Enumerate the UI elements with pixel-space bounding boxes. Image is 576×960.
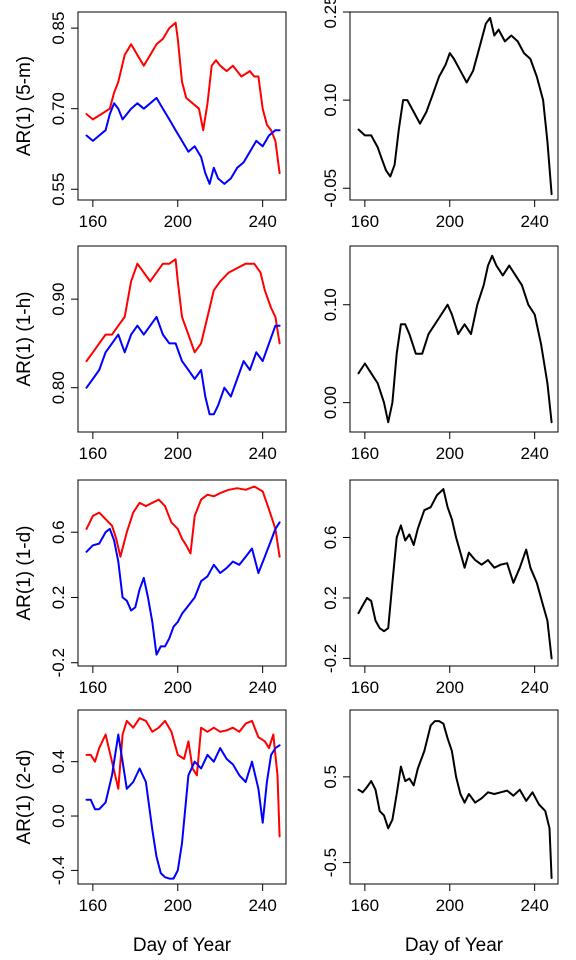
y-tick-label: 0.2 (321, 586, 340, 610)
x-tick-label: 160 (79, 896, 107, 915)
y-tick-label: 0.0 (49, 804, 68, 828)
y-tick-label: 0.10 (321, 84, 340, 117)
series-line-1 (85, 485, 281, 558)
y-tick-label: -0.2 (321, 644, 340, 673)
x-axis-title: Day of Year (133, 935, 232, 956)
x-tick-label: 240 (248, 212, 276, 231)
y-tick-label: 0.6 (49, 520, 68, 544)
y-tick-label: -0.5 (321, 848, 340, 877)
series-line-1 (357, 720, 553, 879)
x-tick-label: 240 (248, 896, 276, 915)
plot-frame (349, 11, 559, 201)
y-tick-label: 0.6 (321, 526, 340, 550)
x-tick-label: 200 (436, 678, 464, 697)
series-line-1 (85, 21, 281, 175)
y-axis-title: AR(1) (5-m) (14, 56, 35, 156)
x-tick-label: 240 (248, 444, 276, 463)
plot-frame (349, 479, 559, 667)
y-tick-label: 0.80 (49, 371, 68, 404)
y-tick-label: 0.70 (49, 92, 68, 125)
chart-panel-6: 160 200 240 -0.2 0.2 0.6 (321, 479, 559, 697)
x-tick-label: 160 (79, 678, 107, 697)
series-line-1 (85, 717, 281, 838)
x-axis-title: Day of Year (405, 935, 504, 956)
x-tick-label: 200 (436, 444, 464, 463)
chart-panel-1: 160 200 240 0.55 0.70 0.85 AR(1) (5-m) (14, 11, 287, 231)
series-line-2 (85, 521, 281, 656)
x-tick-label: 160 (351, 678, 379, 697)
y-tick-label: 0.00 (321, 386, 340, 419)
x-tick-label: 200 (164, 896, 192, 915)
chart-panel-8: 160 200 240 -0.5 0.5 Day of Year (321, 709, 559, 956)
plot-frame (77, 709, 287, 885)
y-tick-label: 0.85 (49, 12, 68, 45)
series-line-2 (85, 96, 281, 185)
plot-frame (77, 245, 287, 433)
plot-frame (349, 245, 559, 433)
y-axis-title: AR(1) (1-h) (14, 291, 35, 386)
y-tick-label: -0.05 (321, 169, 340, 208)
y-axis-title: AR(1) (2-d) (14, 749, 35, 844)
x-tick-label: 240 (520, 212, 548, 231)
plot-frame (77, 11, 287, 201)
y-axis-title: AR(1) (1-d) (14, 525, 35, 620)
x-tick-label: 160 (79, 444, 107, 463)
x-tick-label: 200 (436, 212, 464, 231)
x-tick-label: 200 (436, 896, 464, 915)
x-tick-label: 160 (351, 444, 379, 463)
x-tick-label: 240 (520, 896, 548, 915)
x-tick-label: 160 (351, 896, 379, 915)
y-tick-label: 0.10 (321, 288, 340, 321)
y-tick-label: -0.4 (49, 856, 68, 885)
x-tick-label: 160 (79, 212, 107, 231)
y-tick-label: 0.5 (321, 765, 340, 789)
y-tick-label: 0.2 (49, 586, 68, 610)
x-tick-label: 160 (351, 212, 379, 231)
y-tick-label: 0.55 (49, 173, 68, 206)
chart-panel-2: 160 200 240 -0.05 0.10 0.25 (321, 0, 559, 231)
plot-frame (349, 709, 559, 885)
y-tick-label: 0.4 (49, 750, 68, 774)
y-tick-label: 0.90 (49, 283, 68, 316)
chart-panel-4: 160 200 240 0.00 0.10 (321, 245, 559, 463)
x-tick-label: 200 (164, 444, 192, 463)
series-line-2 (85, 315, 281, 416)
y-tick-label: 0.25 (321, 0, 340, 29)
x-tick-label: 200 (164, 212, 192, 231)
plot-frame (77, 479, 287, 667)
series-line-1 (357, 488, 553, 660)
series-line-2 (85, 733, 281, 880)
x-tick-label: 200 (164, 678, 192, 697)
series-line-1 (85, 258, 281, 363)
chart-panel-3: 160 200 240 0.80 0.90 AR(1) (1-h) (14, 245, 287, 463)
chart-panel-7: 160 200 240 -0.4 0.0 0.4 AR(1) (2-d) Day of Yea… (14, 709, 287, 956)
series-line-1 (357, 254, 553, 424)
x-tick-label: 240 (248, 678, 276, 697)
x-tick-label: 240 (520, 444, 548, 463)
y-tick-label: -0.2 (49, 648, 68, 677)
series-line-1 (357, 16, 553, 196)
chart-panel-5: 160 200 240 -0.2 0.2 0.6 AR(1) (1-d) (14, 479, 287, 697)
x-tick-label: 240 (520, 678, 548, 697)
